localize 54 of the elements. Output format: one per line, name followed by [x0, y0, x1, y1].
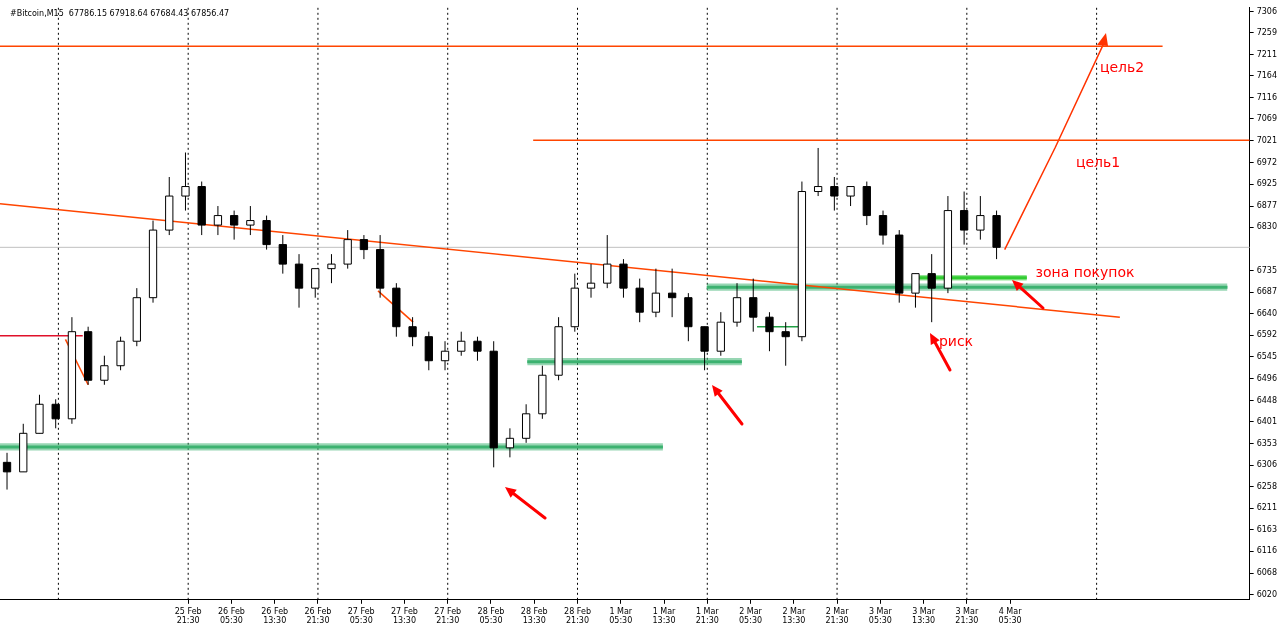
candlestick [846, 186, 855, 207]
y-tick-label: 6211 [1256, 503, 1277, 513]
y-tick-label: 6925 [1256, 179, 1277, 189]
y-tick-label: 7211 [1256, 49, 1277, 59]
y-tick-label: 6592 [1256, 330, 1277, 340]
x-tick-label: 3 Mar 13:30 [912, 606, 936, 626]
y-tick-label: 7069 [1256, 114, 1277, 124]
y-tick-label: 7259 [1256, 27, 1277, 37]
y-tick-label: 6735 [1256, 265, 1277, 275]
y-tick-label: 6687 [1256, 287, 1277, 297]
x-tick-label: 26 Feb 21:30 [304, 606, 332, 626]
annotation: цель1 [1075, 153, 1121, 170]
y-tick-label: 6496 [1256, 373, 1277, 383]
y-tick-label: 6068 [1256, 568, 1277, 578]
x-tick-label: 2 Mar 05:30 [739, 606, 763, 626]
x-tick-label: 26 Feb 13:30 [261, 606, 289, 626]
y-tick-label: 6306 [1256, 460, 1277, 470]
x-tick-label: 3 Mar 05:30 [868, 606, 893, 626]
annotation: цель2 [1099, 58, 1145, 75]
x-tick-label: 28 Feb 13:30 [520, 606, 548, 626]
x-tick-label: 3 Mar 21:30 [955, 606, 979, 626]
x-tick-label: 2 Mar 21:30 [825, 606, 850, 626]
y-tick-label: 6401 [1256, 417, 1277, 427]
x-tick-label: 27 Feb 21:30 [434, 606, 462, 626]
x-tick-label: 28 Feb 21:30 [564, 606, 591, 626]
y-tick-label: 7116 [1256, 92, 1277, 102]
x-tick-label: 25 Feb 21:30 [174, 606, 202, 626]
y-tick-label: 7021 [1256, 135, 1277, 145]
y-tick-label: 6163 [1256, 525, 1277, 535]
annotation: зона покупок [1035, 263, 1135, 280]
candlestick [911, 273, 920, 309]
y-tick-label: 6116 [1256, 546, 1277, 556]
y-tick-label: 6830 [1256, 222, 1277, 232]
x-tick-label: 28 Feb 05:30 [477, 606, 505, 626]
y-tick-label: 7164 [1256, 70, 1277, 80]
x-tick-label: 1 Mar 05:30 [609, 606, 633, 626]
y-tick-label: 7306 [1256, 6, 1277, 16]
x-tick-label: 4 Mar 05:30 [998, 606, 1023, 626]
y-tick-label: 6877 [1256, 201, 1277, 211]
x-tick-label: 2 Mar 13:30 [782, 606, 806, 626]
x-tick-label: 26 Feb 05:30 [217, 606, 245, 626]
y-tick-label: 6020 [1256, 589, 1277, 599]
y-tick-label: 6353 [1256, 438, 1277, 448]
y-tick-label: 6448 [1256, 395, 1277, 405]
annotation: риск [938, 332, 974, 349]
y-tick-label: 6258 [1256, 481, 1277, 491]
y-tick-label: 6545 [1256, 351, 1277, 361]
x-tick-label: 27 Feb 13:30 [391, 606, 418, 626]
x-tick-label: 27 Feb 05:30 [347, 606, 375, 626]
y-tick-label: 6972 [1256, 158, 1277, 168]
x-tick-label: 1 Mar 13:30 [652, 606, 677, 626]
chart-title: #Bitcoin,M15 67786.15 67918.64 67684.43 67856.47 [10, 8, 230, 18]
x-tick-label: 1 Mar 21:30 [695, 606, 720, 626]
y-tick-label: 6640 [1256, 308, 1277, 318]
